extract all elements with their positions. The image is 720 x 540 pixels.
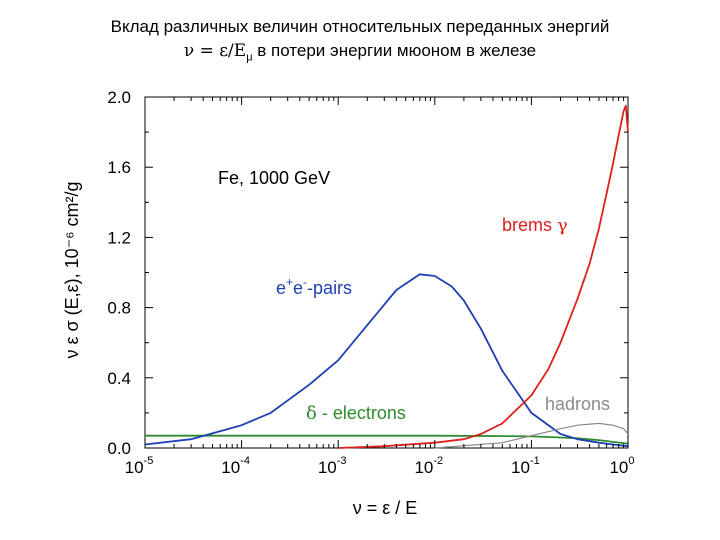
electrons-text: - electrons: [317, 403, 406, 423]
pairs-sup-plus: +: [286, 275, 293, 289]
x-tick-base: 10: [221, 458, 240, 477]
x-tick-label: 10-1: [511, 455, 540, 477]
x-tick-label: 10-2: [414, 455, 443, 477]
electrons-series-line: [145, 434, 629, 445]
pairs-series-label: e+e--pairs: [276, 275, 352, 298]
y-tick-label: 1.2: [107, 228, 131, 247]
title-text: в потери энергии мюоном в железе: [252, 41, 537, 60]
y-tick-label: 1.6: [107, 158, 131, 177]
chart-title-line-1: Вклад различных величин относительных пе…: [110, 17, 610, 36]
x-tick-label: 10-5: [125, 455, 154, 477]
electrons-series-label: δ - electrons: [306, 403, 406, 424]
chart-annotation: Fe, 1000 GeV: [218, 168, 330, 188]
pairs-e2: e: [293, 278, 303, 298]
x-tick-base: 10: [318, 458, 337, 477]
y-axis-label: ν ε σ (E,ε), 10⁻⁶ cm²/g: [62, 181, 82, 358]
brems-text: brems: [502, 215, 557, 235]
hadrons-series-label: hadrons: [545, 394, 610, 414]
x-tick-base: 10: [511, 458, 530, 477]
x-tick-label: 10-4: [221, 455, 250, 477]
x-tick-exponent: -5: [144, 455, 154, 467]
x-tick-exponent: -1: [530, 455, 540, 467]
chart-title-line-2: ν = ε/Eμ в потери энергии мюоном в желез…: [0, 40, 720, 68]
x-tick-base: 10: [125, 458, 144, 477]
pairs-tail: -pairs: [307, 278, 352, 298]
y-tick-label: 2.0: [107, 88, 131, 107]
x-tick-label: 100: [609, 455, 634, 477]
brems-gamma: γ: [557, 215, 568, 236]
title-formula: ν = ε/E: [183, 41, 247, 61]
x-tick-base: 10: [414, 458, 433, 477]
brems-series-label: brems γ: [502, 215, 568, 236]
brems-series-line: [338, 104, 629, 449]
y-tick-label: 0.8: [107, 299, 131, 318]
pairs-e1: e: [276, 278, 286, 298]
electrons-delta: δ: [306, 403, 317, 424]
x-tick-base: 10: [609, 458, 628, 477]
x-tick-exponent: -2: [433, 455, 443, 467]
title-subscript: μ: [246, 51, 253, 64]
pairs-series-line: [144, 273, 629, 448]
x-tick-exponent: -3: [337, 455, 347, 467]
x-tick-label: 10-3: [318, 455, 347, 477]
hadrons-series-line: [434, 422, 629, 449]
y-tick-label: 0.0: [107, 439, 131, 458]
x-tick-exponent: -4: [240, 455, 250, 467]
y-tick-label: 0.4: [107, 369, 131, 388]
x-axis-label: ν = ε / E: [353, 498, 418, 518]
pairs-sup-minus: -: [303, 275, 307, 289]
x-tick-exponent: 0: [628, 455, 634, 467]
